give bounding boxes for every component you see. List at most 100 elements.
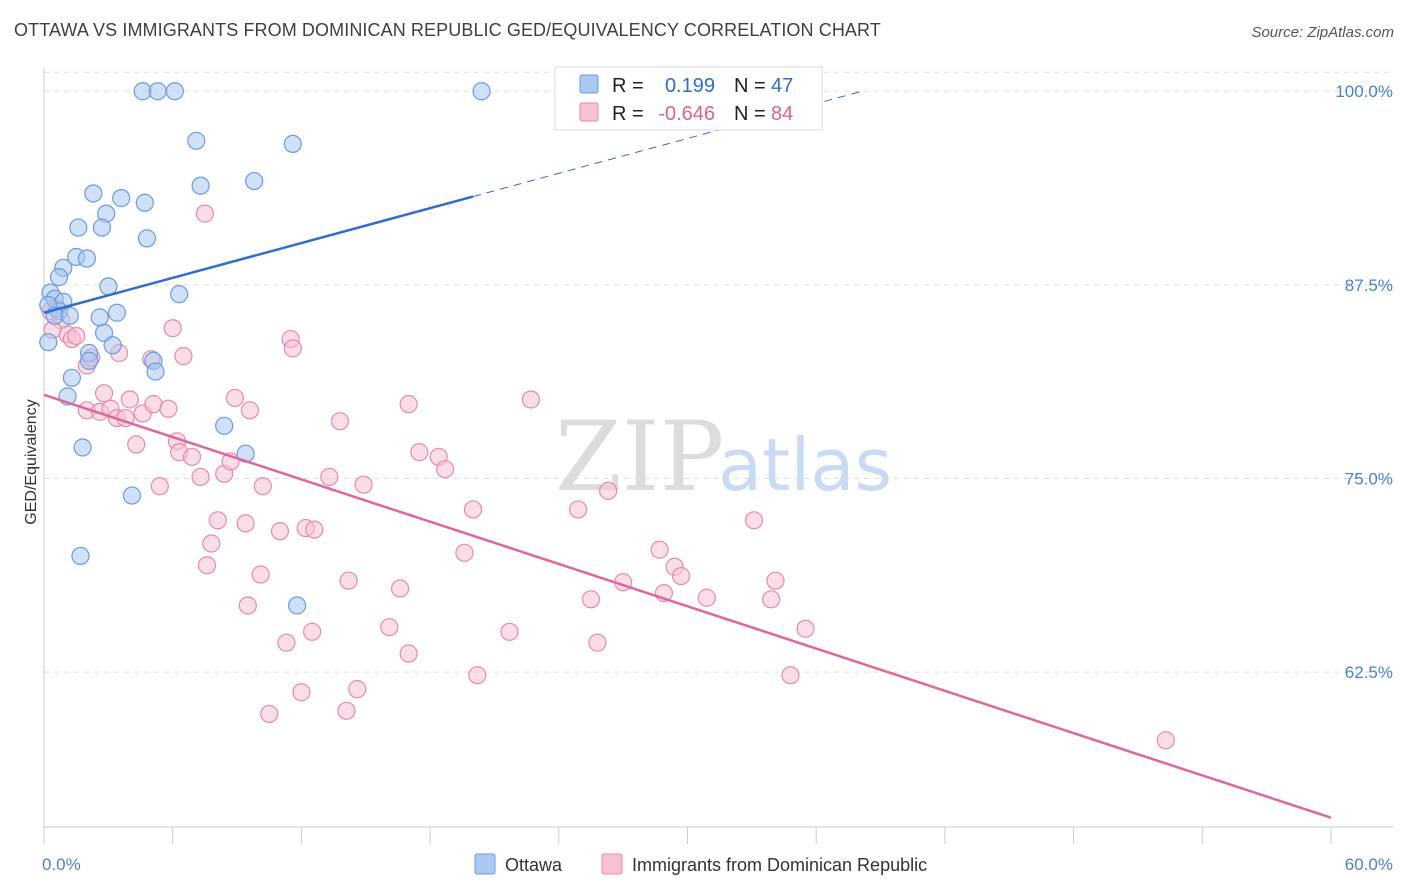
dominican-point-40 [354, 475, 373, 494]
dominican-point-29 [399, 395, 418, 414]
ottawa-point-18 [49, 268, 69, 287]
dominican-point-35 [191, 467, 210, 487]
x-tick-label-1: 60.0% [1345, 855, 1393, 874]
dominican-point-54 [202, 534, 221, 553]
dominican-point-77 [348, 680, 367, 699]
dominican-point-80 [260, 704, 279, 724]
legend-n-value-dominican: 84 [771, 103, 793, 125]
dominican-point-15 [195, 204, 214, 223]
dominican-point-71 [303, 622, 322, 641]
dominican-point-67 [762, 590, 781, 609]
ottawa-point-30 [94, 323, 114, 342]
ottawa-point-16 [77, 249, 97, 268]
dominican-point-6 [67, 326, 86, 346]
dominican-point-24 [144, 395, 163, 414]
legend-n-label-dominican: N = [734, 103, 766, 125]
dominican-point-31 [127, 435, 146, 454]
ottawa-point-36 [146, 362, 165, 381]
dominican-point-59 [455, 543, 474, 562]
dominican-point-79 [781, 666, 800, 685]
dominican-point-46 [208, 511, 227, 530]
dominican-point-73 [399, 644, 418, 663]
ottawa-point-14 [137, 229, 157, 248]
dominican-point-72 [380, 618, 399, 637]
dominican-point-38 [253, 477, 272, 496]
dominican-point-57 [339, 571, 358, 590]
dominican-point-39 [320, 467, 339, 487]
ottawa-point-40 [73, 438, 92, 457]
dominican-point-45 [150, 477, 169, 496]
x-tick-label-0: 0.0% [42, 855, 81, 874]
legend-bottom-label-dominican: Immigrants from Dominican Republic [632, 855, 927, 875]
ottawa-point-32 [103, 336, 122, 355]
legend-r-value-dominican: -0.646 [658, 103, 715, 125]
dominican-point-52 [569, 500, 588, 519]
dominican-point-68 [766, 571, 785, 590]
legend-swatch-ottawa [579, 74, 599, 94]
dominican-point-30 [521, 390, 541, 409]
dominican-point-81 [292, 683, 311, 702]
ottawa-point-37 [62, 368, 81, 387]
legend-bottom-swatch-ottawa [474, 853, 496, 875]
ottawa-point-42 [122, 486, 142, 505]
dominican-point-69 [238, 596, 257, 615]
ottawa-trend-line [43, 195, 474, 314]
dominican-point-47 [236, 514, 255, 533]
dominican-point-28 [330, 412, 350, 431]
legend-n-value-ottawa: 47 [771, 75, 793, 97]
dominican-point-26 [225, 388, 245, 408]
dominican-point-66 [697, 588, 716, 607]
y-tick-label-1: 75.0% [1345, 469, 1393, 488]
watermark-atlas: atlas [718, 423, 892, 507]
ottawa-point-44 [288, 596, 307, 615]
dominican-point-50 [305, 520, 324, 539]
ottawa-point-29 [107, 303, 127, 322]
dominican-point-70 [277, 633, 296, 652]
ottawa-point-8 [84, 184, 103, 203]
legend-series: Ottawa Immigrants from Dominican Republi… [474, 853, 927, 875]
ottawa-trend-extension [472, 91, 860, 198]
ottawa-point-4 [187, 131, 206, 150]
ottawa-point-19 [99, 277, 118, 296]
dominican-point-83 [1156, 731, 1175, 750]
dominican-trend-line [43, 393, 1332, 819]
legend-n-label-ottawa: N = [734, 75, 766, 97]
y-tick-labels: 62.5% 75.0% 87.5% 100.0% [1335, 82, 1393, 682]
legend-box [554, 66, 823, 131]
dominican-point-22 [120, 390, 139, 409]
ottawa-point-9 [112, 189, 131, 208]
ottawa-point-34 [79, 351, 99, 370]
legend-swatch-dominican [579, 102, 599, 122]
dominican-point-27 [240, 401, 260, 420]
ottawa-point-39 [215, 416, 234, 435]
ottawa-point-20 [170, 285, 189, 304]
dominican-point-76 [796, 619, 815, 638]
dominican-point-18 [94, 384, 114, 403]
ottawa-point-6 [191, 176, 210, 195]
ottawa-point-7 [245, 171, 264, 191]
series-ottawa-points [39, 82, 491, 615]
legend-stats: R = 0.199 N = 47 R = -0.646 N = 84 [554, 66, 823, 131]
chart-title: OTTAWA VS IMMIGRANTS FROM DOMINICAN REPU… [14, 20, 881, 40]
legend-bottom-label-ottawa: Ottawa [505, 855, 563, 875]
dominican-point-62 [650, 540, 669, 559]
dominican-point-51 [463, 500, 483, 519]
legend-bottom-swatch-dominican [601, 853, 623, 875]
legend-r-label-ottawa: R = [612, 75, 644, 97]
dominican-point-48 [270, 522, 290, 541]
dominican-point-25 [159, 399, 178, 418]
legend-r-label-dominican: R = [612, 103, 644, 125]
y-tick-label-2: 87.5% [1345, 276, 1393, 295]
ottawa-point-2 [165, 82, 184, 101]
dominican-point-74 [500, 622, 519, 641]
dominican-point-41 [410, 443, 429, 462]
dominican-point-82 [337, 701, 356, 720]
dominican-point-14 [283, 339, 302, 358]
dominican-point-60 [581, 590, 601, 609]
axes [43, 68, 1393, 844]
ottawa-point-31 [39, 333, 58, 352]
dominican-point-12 [163, 319, 182, 338]
dominican-point-11 [174, 347, 193, 366]
dominican-point-78 [468, 666, 487, 685]
dominican-point-34 [182, 447, 202, 466]
